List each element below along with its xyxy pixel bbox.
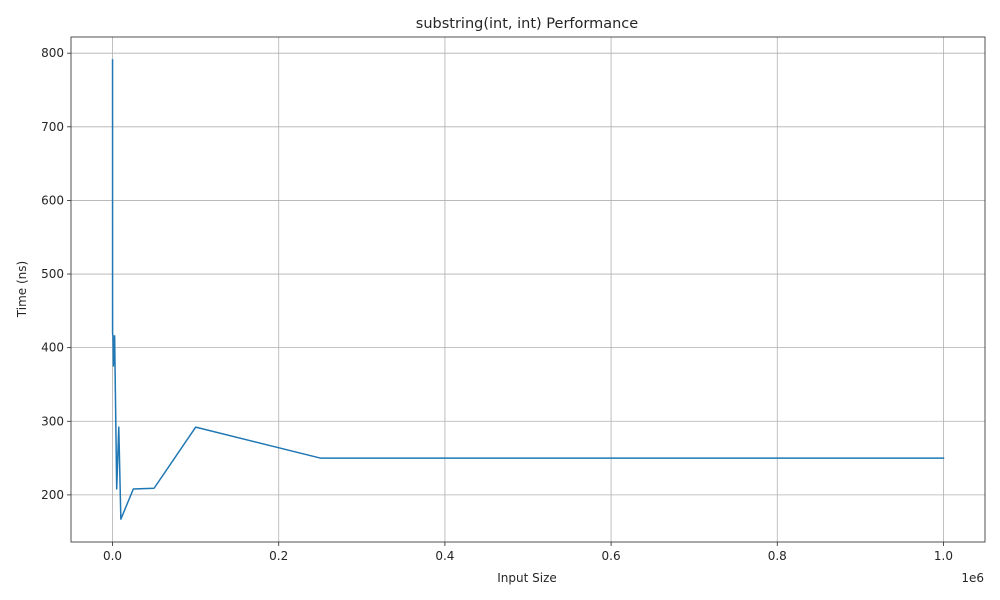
x-axis-offset-label: 1e6 <box>961 571 984 585</box>
series-line <box>111 59 945 520</box>
y-tick-label: 800 <box>41 46 64 60</box>
y-tick-label: 400 <box>41 341 64 355</box>
x-tick-label: 0.2 <box>269 549 288 563</box>
plot-frame <box>70 36 986 543</box>
grid <box>71 37 985 542</box>
x-tick-label: 0.0 <box>103 549 122 563</box>
series-layer <box>111 59 945 520</box>
x-tick-label: 0.6 <box>602 549 621 563</box>
x-tick-label: 1.0 <box>934 549 953 563</box>
y-tick-label: 700 <box>41 120 64 134</box>
chart-title: substring(int, int) Performance <box>416 16 638 32</box>
y-axis-label: Time (ns) <box>15 261 29 318</box>
x-axis-label: Input Size <box>497 571 557 585</box>
x-tick-label: 0.4 <box>435 549 454 563</box>
y-tick-label: 300 <box>41 414 64 428</box>
y-tick-label: 600 <box>41 193 64 207</box>
x-tick-label: 0.8 <box>768 549 787 563</box>
y-tick-label: 200 <box>41 488 64 502</box>
y-axis: 200 300 400 500 600 700 800 <box>41 46 71 502</box>
x-axis: 0.0 0.2 0.4 0.6 0.8 1.0 <box>103 542 953 563</box>
y-tick-label: 500 <box>41 267 64 281</box>
